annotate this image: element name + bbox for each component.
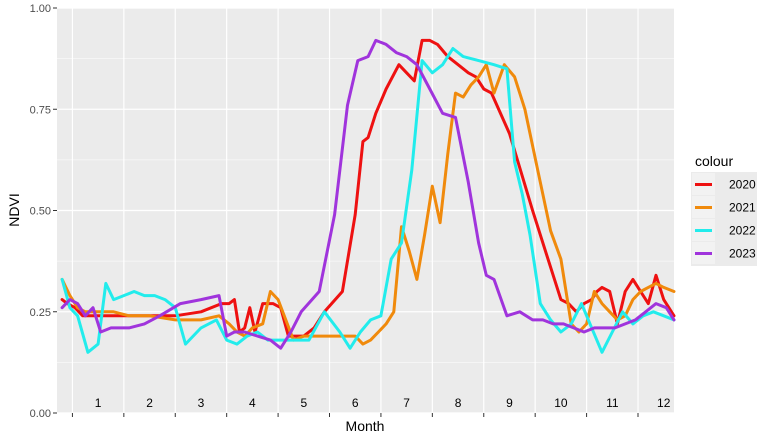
legend-label-2020: 2020 xyxy=(729,178,756,192)
y-tick-label: 0.00 xyxy=(30,408,51,420)
legend-title: colour xyxy=(695,153,733,169)
x-axis-title: Month xyxy=(346,418,385,434)
month-label: 1 xyxy=(95,396,102,410)
y-tick-label: 0.50 xyxy=(30,206,51,218)
y-tick-label: 0.75 xyxy=(30,104,51,116)
month-label: 6 xyxy=(352,396,359,410)
series-line-2022 xyxy=(60,47,676,354)
axes: 0.00 0.25 0.50 0.75 1.00 xyxy=(30,3,639,420)
month-label: 9 xyxy=(506,396,513,410)
month-label: 4 xyxy=(249,396,256,410)
month-labels: 1 2 3 4 5 6 7 8 9 10 11 12 xyxy=(95,396,671,410)
legend-label-2021: 2021 xyxy=(729,201,756,215)
legend-label-2023: 2023 xyxy=(729,247,756,261)
month-label: 2 xyxy=(146,396,153,410)
month-label: 11 xyxy=(606,396,619,410)
series-line-2021 xyxy=(60,63,676,346)
series-line-2023 xyxy=(60,38,676,350)
series-lines xyxy=(60,38,676,354)
y-tick-label: 0.25 xyxy=(30,307,51,319)
month-label: 5 xyxy=(300,396,307,410)
legend-label-2022: 2022 xyxy=(729,224,756,238)
legend: colour 2020 2021 2022 2023 xyxy=(691,153,757,266)
grid-lines xyxy=(57,7,674,414)
month-label: 8 xyxy=(455,396,462,410)
month-label: 7 xyxy=(403,396,410,410)
y-tick-label: 1.00 xyxy=(30,3,51,15)
y-axis-title: NDVI xyxy=(6,193,22,226)
month-label: 10 xyxy=(554,396,568,410)
month-label: 3 xyxy=(198,396,205,410)
month-label: 12 xyxy=(657,396,671,410)
